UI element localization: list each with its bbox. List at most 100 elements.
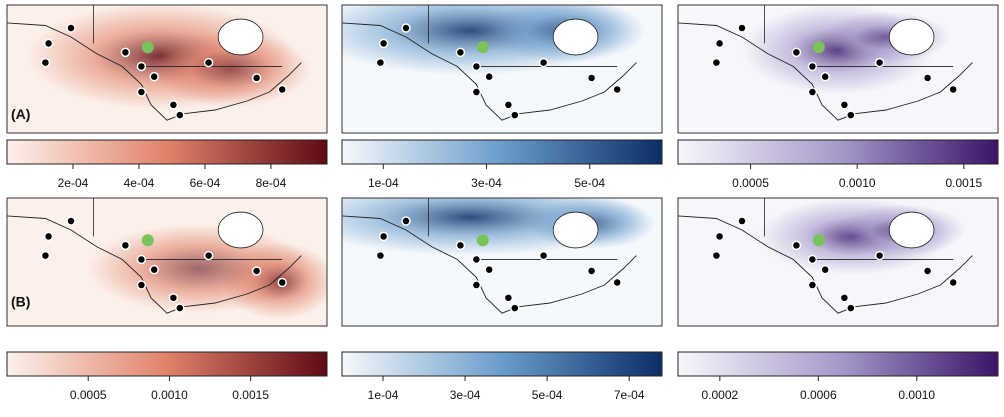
hudson-bay	[217, 18, 264, 56]
sample-site	[136, 280, 147, 290]
sample-site	[714, 38, 725, 49]
colorbar-tick-label: 0.0015	[946, 176, 983, 190]
sample-site	[471, 280, 482, 290]
sample-site	[874, 250, 885, 261]
sample-site	[922, 73, 933, 83]
colorbar-tick-label: 2e-04	[58, 176, 89, 190]
hudson-bay	[217, 211, 264, 249]
colorbar-tick-label: 0.0010	[151, 388, 188, 402]
map-frame	[341, 4, 663, 134]
sample-site	[612, 84, 622, 95]
sample-site	[175, 303, 185, 313]
coastline	[678, 22, 973, 121]
map-frame	[341, 197, 663, 327]
sample-site	[948, 277, 958, 288]
colorbar-tick-label: 1e-04	[368, 176, 399, 190]
sample-site	[168, 100, 179, 110]
focal-site	[476, 234, 489, 247]
sample-site	[711, 57, 722, 68]
colorbar	[677, 139, 999, 165]
colorbar-tick-label: 0.0005	[732, 176, 769, 190]
sample-site	[203, 57, 214, 68]
density-area	[151, 30, 311, 108]
sample-site	[43, 231, 54, 242]
focal-site	[812, 234, 825, 247]
sample-site	[737, 23, 747, 33]
sample-site	[136, 254, 147, 265]
colorbar-tick-label: 0.0006	[800, 388, 837, 402]
sample-site	[874, 57, 885, 68]
colorbar-tick-label: 6e-04	[190, 176, 221, 190]
focal-site	[812, 41, 825, 54]
sample-site	[378, 38, 389, 49]
sample-site	[175, 110, 185, 120]
sample-site	[168, 293, 179, 303]
sample-site	[948, 84, 958, 95]
sample-site	[586, 266, 597, 276]
sample-site	[455, 47, 466, 58]
map-panel	[677, 4, 999, 134]
sample-site	[791, 240, 802, 251]
hudson-bay	[888, 18, 935, 56]
map-frame	[6, 197, 328, 327]
sample-site	[807, 87, 818, 97]
sample-site	[66, 23, 76, 33]
colorbar	[341, 351, 663, 377]
sample-site	[846, 110, 856, 120]
hudson-bay	[552, 211, 599, 249]
colorbar-tick-label: 3e-04	[450, 388, 481, 402]
sample-site	[714, 231, 725, 242]
sample-site	[43, 38, 54, 49]
coastline	[7, 215, 302, 314]
focal-site	[476, 41, 489, 54]
focal-site	[141, 234, 154, 247]
map-panel	[341, 197, 663, 327]
sample-site	[538, 57, 549, 68]
sample-site	[807, 280, 818, 290]
sample-site	[136, 61, 147, 72]
sample-site	[839, 100, 850, 110]
map-frame	[677, 4, 999, 134]
sample-site	[820, 264, 830, 275]
sample-site	[378, 231, 389, 242]
sample-site	[612, 277, 622, 288]
colorbar-tick-label: 0.0010	[898, 388, 935, 402]
sample-site	[484, 71, 494, 82]
sample-site	[846, 303, 856, 313]
sample-site	[66, 216, 76, 226]
map-panel	[341, 4, 663, 134]
sample-site	[401, 23, 411, 33]
coastline	[678, 215, 973, 314]
density-area	[87, 223, 311, 314]
sample-site	[538, 250, 549, 261]
sample-site	[807, 61, 818, 72]
colorbar-tick-label: 0.0015	[232, 388, 269, 402]
sample-site	[820, 71, 830, 82]
coastline	[342, 22, 637, 121]
colorbar-tick-label: 1e-04	[368, 388, 399, 402]
hudson-bay	[888, 211, 935, 249]
sample-site	[149, 71, 159, 82]
coastline	[7, 22, 302, 121]
sample-site	[136, 87, 147, 97]
colorbar-tick-label: 3e-04	[471, 176, 502, 190]
sample-site	[791, 47, 802, 58]
sample-site	[455, 240, 466, 251]
colorbar	[6, 139, 328, 165]
sample-site	[375, 250, 386, 261]
sample-site	[737, 216, 747, 226]
sample-site	[839, 293, 850, 303]
sample-site	[471, 87, 482, 97]
sample-site	[277, 277, 287, 288]
colorbar-tick-label: 0.0010	[839, 176, 876, 190]
sample-site	[471, 61, 482, 72]
sample-site	[375, 57, 386, 68]
focal-site	[141, 41, 154, 54]
map-frame	[677, 197, 999, 327]
sample-site	[40, 57, 51, 68]
sample-site	[484, 264, 494, 275]
sample-site	[277, 84, 287, 95]
sample-site	[251, 266, 262, 276]
map-panel	[6, 4, 328, 134]
